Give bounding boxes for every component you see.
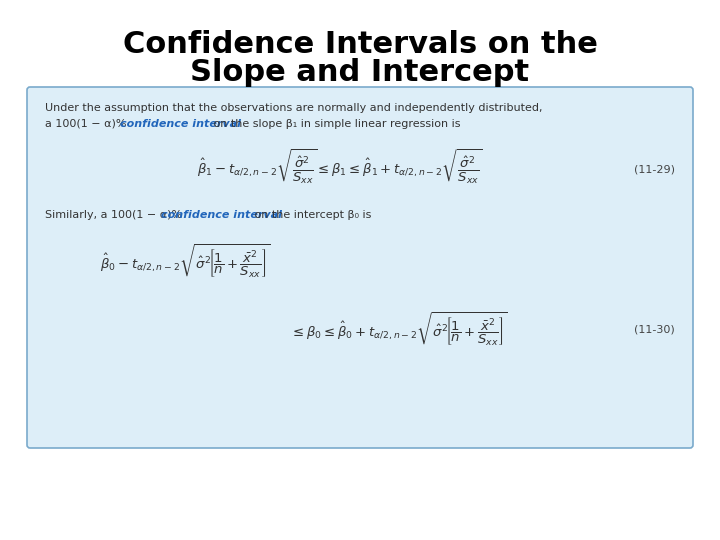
Text: a 100(1 − α)%: a 100(1 − α)% [45, 119, 130, 129]
Text: on the slope β₁ in simple linear regression is: on the slope β₁ in simple linear regress… [210, 119, 461, 129]
Text: Under the assumption that the observations are normally and independently distri: Under the assumption that the observatio… [45, 103, 542, 113]
Text: $\hat{\beta}_1 - t_{\alpha/2,n-2}\sqrt{\dfrac{\hat{\sigma}^2}{S_{xx}}}\leq \beta: $\hat{\beta}_1 - t_{\alpha/2,n-2}\sqrt{\… [197, 147, 483, 186]
Text: $\leq \beta_0 \leq \hat{\beta}_0 + t_{\alpha/2,n-2}\sqrt{\hat{\sigma}^2\!\left[\: $\leq \beta_0 \leq \hat{\beta}_0 + t_{\a… [290, 310, 508, 348]
FancyBboxPatch shape [27, 87, 693, 448]
Text: Slope and Intercept: Slope and Intercept [190, 58, 530, 87]
Text: confidence interval: confidence interval [161, 210, 282, 220]
Text: (11-29): (11-29) [634, 165, 675, 175]
Text: on the intercept β₀ is: on the intercept β₀ is [251, 210, 372, 220]
Text: $\hat{\beta}_0 - t_{\alpha/2,n-2}\sqrt{\hat{\sigma}^2\!\left[\dfrac{1}{n}+\dfrac: $\hat{\beta}_0 - t_{\alpha/2,n-2}\sqrt{\… [100, 242, 271, 280]
Text: Confidence Intervals on the: Confidence Intervals on the [122, 30, 598, 59]
Text: (11-30): (11-30) [634, 325, 675, 335]
Text: Similarly, a 100(1 − α)%: Similarly, a 100(1 − α)% [45, 210, 186, 220]
Text: confidence interval: confidence interval [120, 119, 241, 129]
